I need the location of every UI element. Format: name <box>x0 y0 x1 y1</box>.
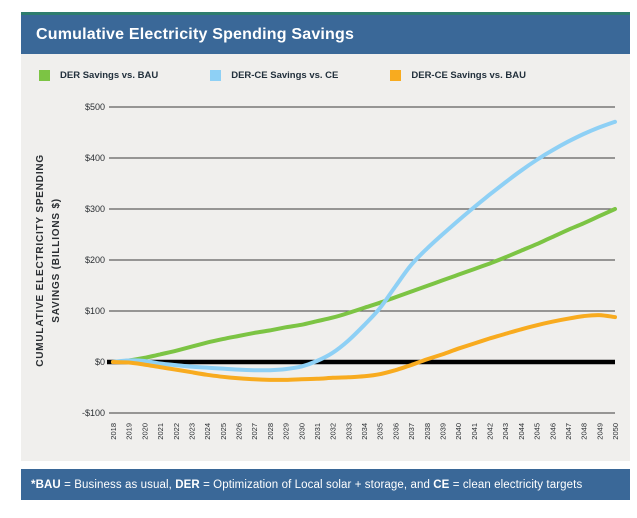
x-tick-label: 2038 <box>423 423 432 440</box>
x-tick-label: 2021 <box>156 423 165 440</box>
legend-swatch-green <box>39 70 50 81</box>
x-tick-label: 2019 <box>125 423 134 440</box>
x-tick-label: 2022 <box>172 423 181 440</box>
x-tick-label: 2029 <box>282 423 291 440</box>
x-tick-label: 2032 <box>329 423 338 440</box>
chart-area: CUMULATIVE ELECTRICITY SPENDING SAVINGS … <box>27 95 620 451</box>
footnote-text: *BAU = Business as usual, DER = Optimiza… <box>31 479 582 491</box>
x-tick-label: 2031 <box>313 423 322 440</box>
x-tick-label: 2043 <box>501 423 510 440</box>
x-tick-label: 2033 <box>344 423 353 440</box>
x-tick-label: 2018 <box>109 423 118 440</box>
x-tick-label: 2028 <box>266 423 275 440</box>
y-axis-title-column: CUMULATIVE ELECTRICITY SPENDING SAVINGS … <box>27 95 71 425</box>
footnote-segment: DER <box>175 478 200 491</box>
chart-title: Cumulative Electricity Spending Savings <box>36 25 355 43</box>
legend-label: DER-CE Savings vs. BAU <box>411 70 526 81</box>
series-line-0 <box>111 207 617 364</box>
x-tick-label: 2023 <box>187 423 196 440</box>
x-tick-label: 2050 <box>611 423 619 440</box>
report-card: Cumulative Electricity Spending Savings … <box>21 12 630 500</box>
y-tick-label: $300 <box>85 204 105 214</box>
legend-label: DER Savings vs. BAU <box>60 70 159 81</box>
y-tick-label: -$100 <box>82 408 105 418</box>
footnote-segment: *BAU <box>31 478 61 491</box>
x-tick-label: 2026 <box>235 423 244 440</box>
y-tick-label: $200 <box>85 255 105 265</box>
y-tick-label: $500 <box>85 102 105 112</box>
x-tick-label: 2047 <box>564 423 573 440</box>
footnote-segment: CE <box>433 478 450 491</box>
x-tick-label: 2045 <box>533 423 542 440</box>
footnote-segment: = clean electricity targets <box>449 478 583 491</box>
x-tick-label: 2030 <box>297 423 306 440</box>
x-tick-label: 2035 <box>376 423 385 440</box>
x-tick-label: 2025 <box>219 423 228 440</box>
x-tick-label: 2036 <box>391 423 400 440</box>
legend: DER Savings vs. BAU DER-CE Savings vs. C… <box>27 68 620 85</box>
y-tick-label: $0 <box>95 357 105 367</box>
x-tick-label: 2046 <box>548 423 557 440</box>
x-tick-label: 2027 <box>250 423 259 440</box>
line-chart: $500 $400 $300 $200 $100 $0 -$100 2018 2019 2020 2… <box>82 102 619 440</box>
legend-item-derce-vs-bau: DER-CE Savings vs. BAU <box>390 70 526 81</box>
series-line-1 <box>111 119 617 373</box>
x-tick-label: 2041 <box>470 423 479 440</box>
y-axis-title: CUMULATIVE ELECTRICITY SPENDING SAVINGS … <box>35 153 62 367</box>
y-tick-label: $100 <box>85 306 105 316</box>
x-tick-label: 2034 <box>360 423 369 440</box>
legend-label: DER-CE Savings vs. CE <box>231 70 339 81</box>
footnote-segment: = Business as usual, <box>60 478 176 491</box>
footnote-bar: *BAU = Business as usual, DER = Optimiza… <box>21 469 630 500</box>
x-tick-label: 2024 <box>203 423 212 440</box>
chart-header: Cumulative Electricity Spending Savings <box>21 15 630 54</box>
legend-item-der-vs-bau: DER Savings vs. BAU <box>39 70 158 81</box>
x-tick-label: 2020 <box>140 423 149 440</box>
legend-swatch-orange <box>390 70 402 81</box>
footnote-segment: = Optimization of Local solar + storage,… <box>199 478 434 491</box>
x-tick-label: 2037 <box>407 423 416 440</box>
x-tick-label: 2039 <box>438 423 447 440</box>
x-tick-label: 2049 <box>595 423 604 440</box>
y-tick-label: $400 <box>85 153 105 163</box>
teal-accent-bar <box>21 12 630 15</box>
legend-swatch-blue <box>210 70 222 81</box>
x-tick-label: 2042 <box>486 423 495 440</box>
series-line-2 <box>111 313 617 382</box>
legend-item-derce-vs-ce: DER-CE Savings vs. CE <box>210 70 338 81</box>
x-tick-label: 2040 <box>454 423 463 440</box>
chart-panel: DER Savings vs. BAU DER-CE Savings vs. C… <box>21 54 630 461</box>
x-tick-label: 2048 <box>580 423 589 440</box>
x-tick-label: 2044 <box>517 423 526 440</box>
